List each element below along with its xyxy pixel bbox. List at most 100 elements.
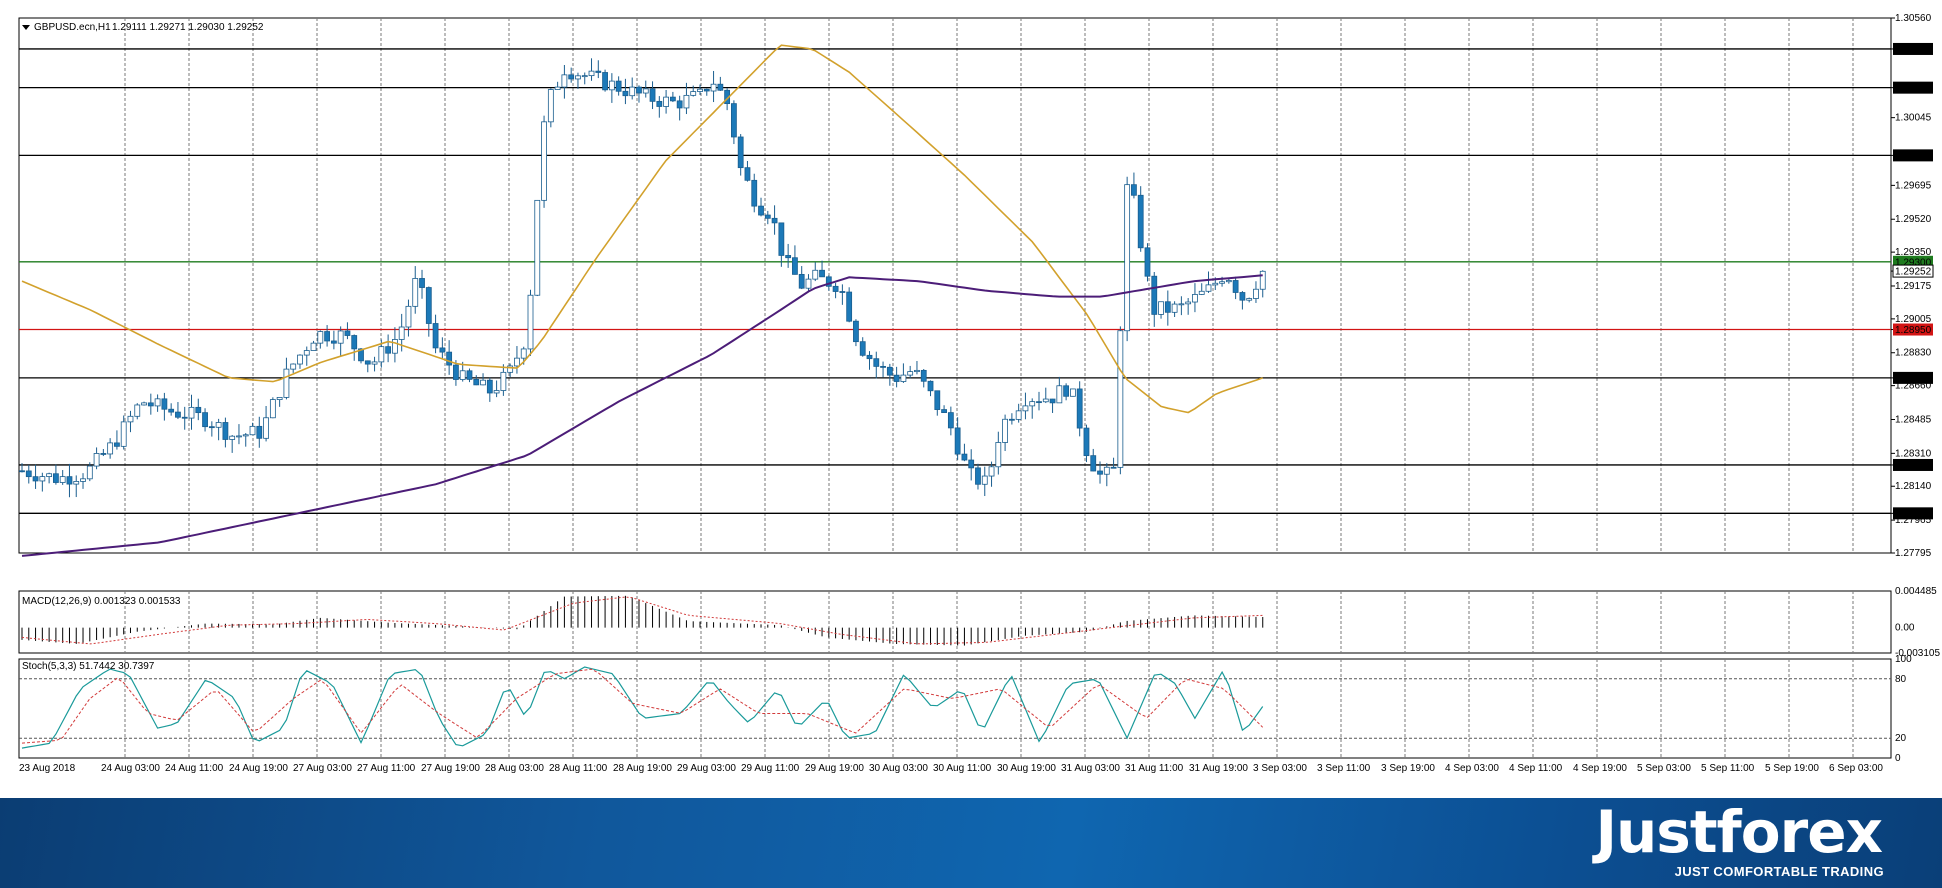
candle-body (676, 100, 683, 109)
candle-body (602, 72, 608, 91)
candle (1097, 461, 1103, 484)
candle-body (541, 121, 547, 201)
candle (1022, 392, 1029, 420)
candle (764, 210, 771, 225)
candle-body (1117, 330, 1124, 468)
candle (86, 462, 93, 482)
candle-body (737, 136, 744, 169)
candle (1178, 296, 1185, 316)
stoch-d-line (21, 668, 1264, 744)
candle-body (568, 74, 575, 80)
candle (1205, 271, 1212, 293)
candle (778, 222, 785, 267)
candle-body (480, 379, 486, 386)
candle-body (100, 453, 107, 455)
candle-body (520, 348, 527, 359)
brand-logo[interactable]: Justforex (1595, 798, 1883, 866)
candle-body (446, 351, 453, 366)
macd-tick-label: 0.00 (1895, 623, 1915, 634)
candle-body (778, 222, 785, 256)
candle-body (358, 348, 364, 362)
candle-body (181, 416, 188, 419)
time-label: 3 Sep 19:00 (1381, 763, 1435, 774)
candle-body (846, 291, 853, 322)
chart-menu-triangle-icon[interactable] (22, 25, 30, 30)
candle-body (981, 475, 988, 485)
candle-body (1097, 470, 1103, 475)
macd-signal-line (21, 596, 1263, 645)
candle-body (93, 453, 100, 467)
level-tag (1893, 42, 1933, 55)
candle (1042, 387, 1049, 404)
candle-body (1253, 288, 1259, 299)
level-tag (1893, 371, 1933, 384)
candle-body (229, 435, 236, 440)
candle (412, 266, 419, 314)
candle-body (59, 476, 66, 483)
candle (575, 72, 581, 89)
candle (127, 410, 134, 433)
candle (1083, 424, 1090, 463)
candle-body (147, 402, 154, 407)
candle-body (25, 470, 32, 478)
candle-body (1042, 398, 1049, 403)
candle-body (1070, 388, 1076, 397)
grid-lines (18, 17, 1892, 759)
candle (710, 70, 717, 103)
candle-body (1022, 405, 1029, 412)
candle-body (1164, 301, 1171, 313)
candle-body (785, 255, 792, 259)
candle (276, 396, 283, 407)
candle-body (1036, 401, 1042, 404)
candle-body (310, 342, 317, 351)
candle-body (161, 398, 168, 410)
candle-body (914, 369, 920, 373)
candle-body (1015, 410, 1022, 420)
brand-banner: Justforex JUST COMFORTABLE TRADING (0, 798, 1942, 888)
candle (1137, 186, 1144, 252)
stoch-tick-label: 100 (1895, 654, 1912, 665)
candle-body (215, 422, 222, 428)
candle-body (669, 96, 676, 102)
candle (100, 448, 107, 457)
level-tag (1893, 323, 1933, 336)
candle (920, 368, 927, 388)
candle (1070, 388, 1076, 397)
candle-body (595, 70, 602, 73)
candle (812, 262, 819, 282)
candle-body (1124, 184, 1131, 332)
candle-body (317, 331, 324, 344)
candle-body (920, 369, 927, 382)
candle (283, 357, 290, 400)
candle-body (792, 257, 798, 275)
candle (134, 403, 141, 420)
candle-body (690, 91, 697, 96)
candle (507, 363, 514, 378)
chart-canvas: 23 Aug 2018 24 Aug 03:00 24 Aug 11:00 24 Au… (18, 13, 1940, 774)
candle-body (798, 273, 805, 289)
time-label: 3 Sep 03:00 (1253, 763, 1307, 774)
candle (1232, 276, 1239, 300)
candle-body (263, 417, 269, 439)
candle (608, 73, 615, 103)
candle-body (859, 341, 866, 356)
candle (269, 397, 276, 419)
price-tick-label: 1.28660 (1895, 381, 1932, 392)
candle-body (629, 86, 636, 97)
candle-body (554, 86, 561, 90)
candle-body (819, 269, 825, 278)
candle (1002, 414, 1008, 452)
candle (263, 405, 269, 442)
candle-body (202, 412, 208, 428)
pane-frame-1 (18, 590, 1892, 654)
candle-body (398, 326, 405, 340)
time-label: 4 Sep 19:00 (1573, 763, 1627, 774)
candle (120, 415, 127, 450)
candle-body (351, 335, 358, 350)
candle (703, 88, 710, 96)
axes: 23 Aug 2018 24 Aug 03:00 24 Aug 11:00 24 Au… (19, 13, 1940, 774)
candle (229, 434, 236, 453)
candle-body (547, 89, 554, 123)
candle (1185, 298, 1192, 315)
candle-body (507, 365, 514, 373)
